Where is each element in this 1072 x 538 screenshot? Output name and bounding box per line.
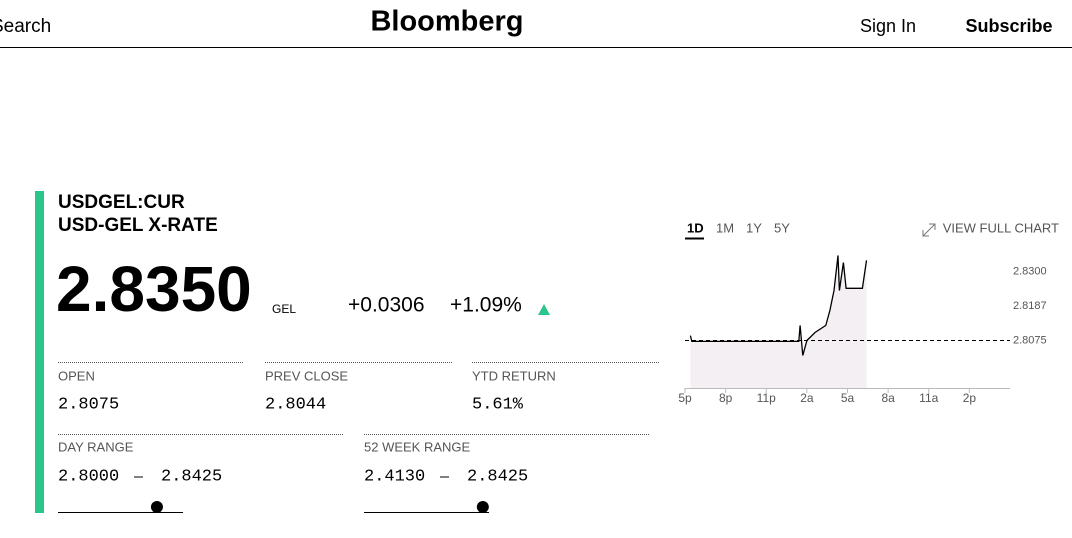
range-low: 2.8000	[58, 467, 119, 486]
price-line	[689, 255, 868, 356]
range-low: 2.4130	[364, 467, 425, 486]
stat-label: PREV CLOSE	[265, 368, 348, 383]
range-label: DAY RANGE	[58, 439, 134, 454]
view-full-icon[interactable]	[922, 223, 936, 237]
subscribe[interactable]: Subscribe	[965, 16, 1052, 36]
stat-label: OPEN	[58, 368, 95, 383]
y-tick-label: 2.8075	[1013, 334, 1047, 346]
dividers	[58, 362, 660, 435]
logo[interactable]: Bloomberg	[370, 6, 523, 38]
sign-in[interactable]: Sign In	[860, 16, 916, 36]
change: +0.0306	[348, 294, 425, 317]
stat-value: 2.8075	[58, 395, 119, 414]
up-arrow	[538, 304, 550, 315]
accent-bar	[35, 191, 44, 513]
view-full-chart[interactable]: VIEW FULL CHART	[943, 220, 1059, 235]
chart: 1D 1M 1Y 5Y 5p 8p 11p 2a 5a 8a 11a 2p 2.8300 2.8187 2.…	[678, 220, 1046, 405]
chart-tab[interactable]: 1Y	[746, 220, 762, 235]
stat-label: YTD RETURN	[472, 368, 556, 383]
x-tick-label: 11p	[757, 391, 776, 405]
y-tick-label: 2.8187	[1013, 300, 1047, 312]
security-name: USD-GEL X-RATE	[58, 215, 218, 236]
chart-tab[interactable]: 1M	[716, 220, 734, 235]
range-high: 2.8425	[161, 467, 222, 486]
price: 2.8350	[56, 253, 252, 325]
x-tick-label: 5p	[678, 391, 692, 405]
range-high: 2.8425	[467, 467, 528, 486]
change-pct: +1.09%	[450, 294, 522, 317]
range-label: 52 WEEK RANGE	[364, 439, 471, 454]
chart-tab[interactable]: 5Y	[774, 220, 790, 235]
area	[690, 255, 867, 388]
x-tick-label: 2a	[800, 391, 814, 405]
ticker: USDGEL:CUR	[58, 192, 185, 213]
x-tick-label: 5a	[841, 391, 855, 405]
stat-value: 2.8044	[265, 395, 326, 414]
x-tick-label: 11a	[919, 391, 938, 405]
range-marker	[150, 501, 163, 513]
search[interactable]: Search	[0, 16, 51, 37]
chart-tab[interactable]: 1D	[687, 220, 704, 235]
y-tick-label: 2.8300	[1013, 265, 1047, 277]
x-tick-label: 2p	[963, 391, 977, 405]
x-tick-label: 8p	[719, 391, 733, 405]
range-marker	[476, 501, 489, 513]
x-tick-label: 8a	[881, 391, 895, 405]
expand-icon[interactable]	[922, 223, 936, 237]
stat-value: 5.61%	[472, 395, 524, 414]
currency: GEL	[272, 302, 296, 316]
